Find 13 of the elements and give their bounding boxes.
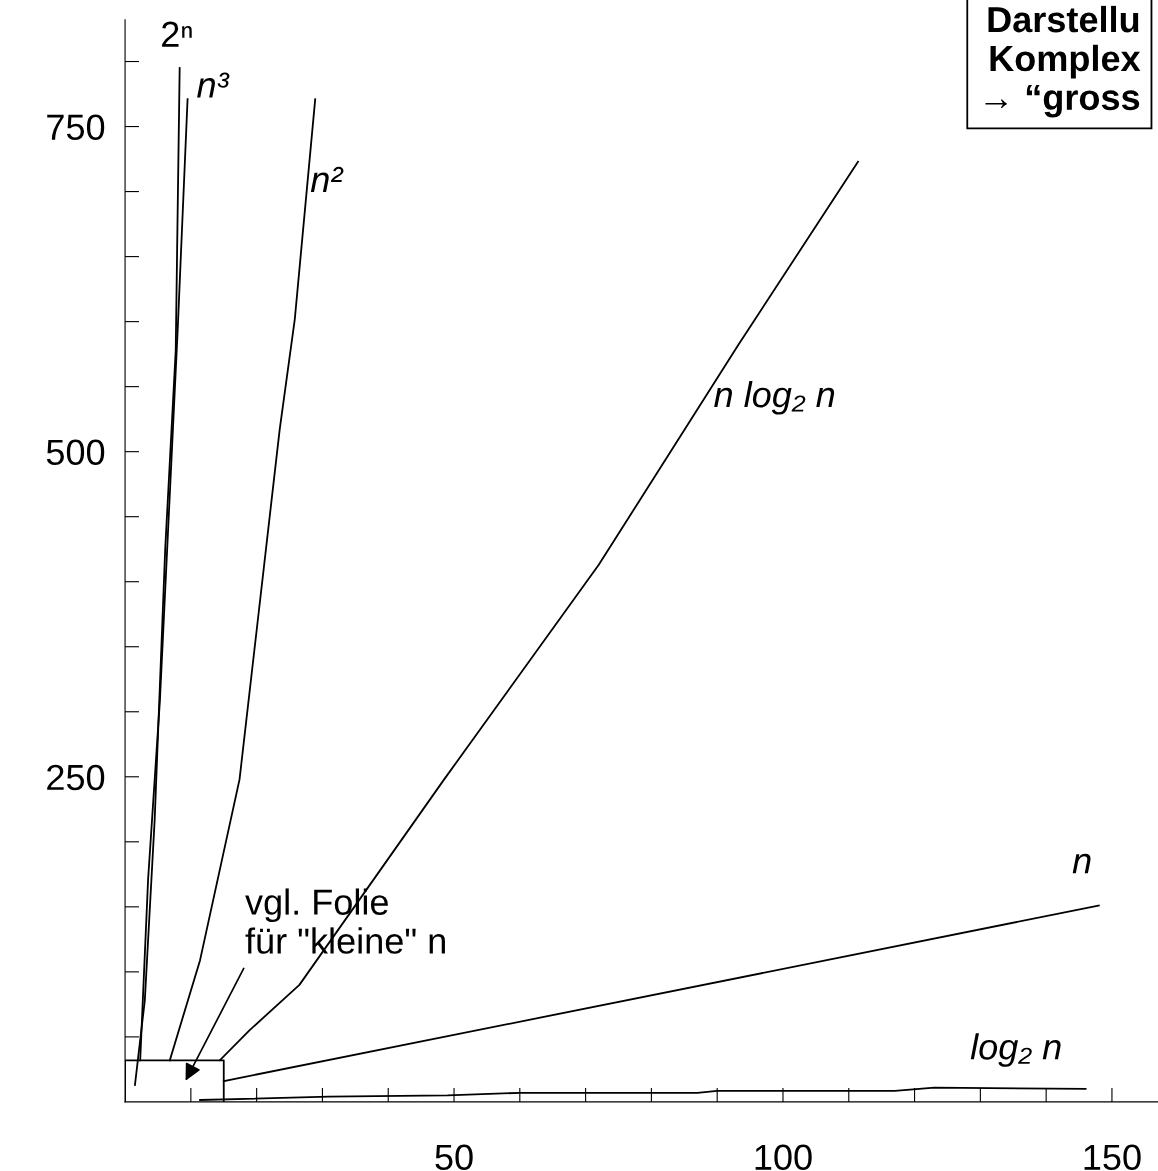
annotation: Darstellu Komplex → “gross <box>985 5 1141 118</box>
series-label: n log₂ n <box>714 380 835 415</box>
x-tick-label: 50 <box>435 1144 473 1171</box>
y-tick-label: 250 <box>47 764 105 791</box>
x-tick-label: 150 <box>1084 1144 1141 1171</box>
y-tick-label: 500 <box>46 439 105 466</box>
y-tick-label: 750 <box>47 114 105 140</box>
series-label: n² <box>310 166 344 192</box>
series-label: n <box>1072 853 1091 874</box>
series-label: n³ <box>197 72 230 98</box>
series-label: 2ⁿ <box>162 21 192 47</box>
x-tick-label: 100 <box>755 1144 812 1171</box>
series-label: log₂ n <box>970 1033 1061 1067</box>
